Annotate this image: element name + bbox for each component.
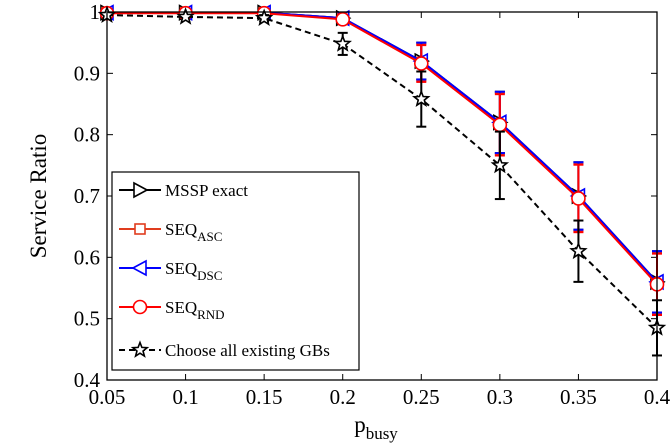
data-point-seqrnd [335,12,351,27]
data-point-choose-all-existing-gbs [490,155,510,174]
series-line-seqrnd [107,12,658,285]
data-point-seqrnd [492,117,508,133]
data-point-seqrnd [413,56,429,71]
legend-marker-seqrnd [132,299,148,315]
legend-marker-choose-all-existing-gbs [130,340,150,358]
legend-marker-seqdsc [131,259,147,277]
legend-label-seqdsc: SEQDSC [165,259,222,283]
x-axis-label-sub: busy [366,424,399,443]
y-axis-label: Service Ratio [26,134,51,259]
legend-label-sub: RND [197,307,224,322]
x-tick-label: 0.1 [172,385,198,409]
legend-label-choose-all-existing-gbs: Choose all existing GBs [165,341,330,360]
legend-label-seqrnd: SEQRND [165,298,225,322]
y-tick-label: 0.6 [74,245,100,269]
y-tick-label: 0.7 [74,184,100,208]
legend-box [111,171,360,371]
data-point-choose-all-existing-gbs [333,34,352,52]
legend-label-seqasc: SEQASC [165,220,222,244]
x-axis-label-main: p [354,412,366,437]
x-tick-label: 0.3 [487,385,513,409]
legend-label-sub: DSC [197,268,222,283]
data-point-choose-all-existing-gbs [254,8,274,27]
legend-label-main: MSSP exact [165,181,248,200]
data-point-seqrnd [571,191,586,206]
legend-label-main: SEQ [165,220,197,239]
axis-ticks: 0.05 0.1 0.15 0.2 0.25 0.3 0.35 0.4 0.4 0.5 0.6 0.7… [74,0,671,409]
x-tick-label: 0.05 [89,385,126,409]
x-tick-label: 0.2 [330,385,356,409]
legend-marker-seqasc [134,223,146,235]
x-tick-label: 0.35 [560,385,597,409]
data-point-choose-all-existing-gbs [569,241,588,260]
x-axis-label: pbusy [354,412,398,443]
y-tick-label: 0.5 [74,307,100,331]
plot-frame [106,11,658,381]
y-tick-label: 0.8 [74,123,100,147]
x-tick-label: 0.15 [246,385,283,409]
y-tick-label: 0.4 [74,368,101,392]
series-line-choose-all-existing-gbs [106,14,658,329]
legend-label-main: SEQ [165,259,197,278]
x-tick-label: 0.4 [644,385,671,409]
data-point-choose-all-existing-gbs [412,89,431,107]
data-point-choose-all-existing-gbs [176,7,195,25]
legend-label-mssp-exact: MSSP exact [165,181,248,200]
legend-label-main: SEQ [165,298,197,317]
y-tick-label: 1 [90,0,101,24]
y-tick-label: 0.9 [74,61,100,85]
x-tick-label: 0.25 [403,385,440,409]
legend-label-sub: ASC [197,229,222,244]
legend-marker-mssp-exact [133,181,149,199]
legend-label-main: Choose all existing GBs [165,341,330,360]
